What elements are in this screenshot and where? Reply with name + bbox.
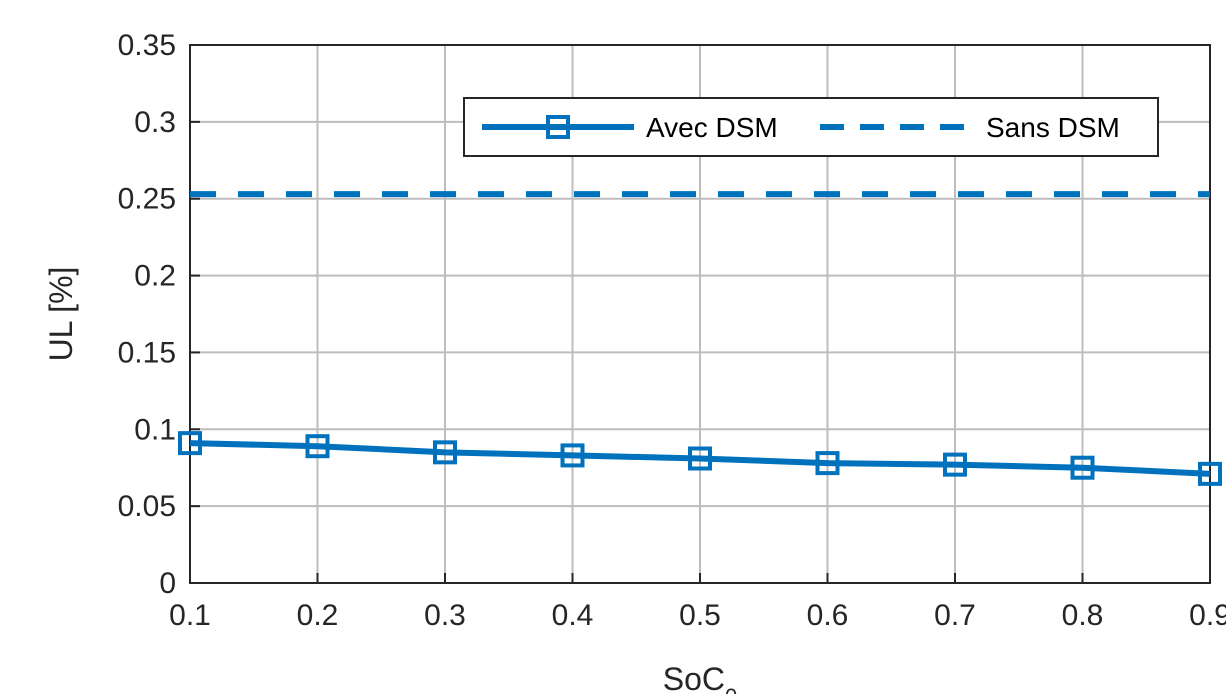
data-point-avec-dsm — [560, 443, 585, 468]
series-line-avec-dsm — [189, 440, 1211, 477]
x-tick-label: 0.9 — [1189, 599, 1226, 632]
y-tick-label: 0.3 — [134, 106, 176, 139]
y-tick-label: 0.25 — [118, 183, 176, 216]
x-tick-label: 0.2 — [297, 599, 339, 632]
y-tick-label: 0 — [159, 567, 176, 600]
y-axis: 0 0.05 0.1 0.15 0.2 0.25 0.3 0.35 — [118, 29, 200, 600]
data-point-avec-dsm — [433, 440, 457, 465]
series-layer — [178, 191, 1222, 486]
x-tick-label: 0.6 — [807, 599, 849, 632]
x-tick-label: 0.8 — [1062, 599, 1104, 632]
data-point-avec-dsm — [943, 452, 967, 477]
x-tick-label: 0.4 — [552, 599, 594, 632]
data-point-avec-dsm — [305, 434, 330, 459]
y-tick-label: 0.1 — [134, 413, 176, 446]
x-tick-label: 0.1 — [169, 599, 211, 632]
y-tick-label: 0.15 — [118, 336, 176, 369]
legend: Avec DSM Sans DSM — [463, 97, 1159, 157]
y-axis-label: UL [%] — [43, 267, 79, 362]
y-tick-label: 0.35 — [118, 29, 176, 62]
data-point-avec-dsm — [688, 446, 712, 471]
data-point-avec-dsm — [1198, 461, 1222, 486]
x-axis-label-subscript: 0 — [725, 684, 737, 694]
x-tick-label: 0.7 — [934, 599, 976, 632]
y-tick-label: 0.05 — [118, 490, 176, 523]
y-tick-label: 0.2 — [134, 260, 176, 293]
x-tick-label: 0.5 — [679, 599, 721, 632]
x-tick-label: 0.3 — [424, 599, 466, 632]
data-point-avec-dsm — [1070, 455, 1095, 480]
data-point-avec-dsm — [178, 431, 202, 456]
x-axis-label: SoC0 — [663, 661, 738, 694]
legend-label-sans-dsm: Sans DSM — [986, 112, 1120, 143]
legend-marker-avec-dsm — [546, 115, 570, 139]
data-point-avec-dsm — [815, 451, 840, 476]
legend-label-avec-dsm: Avec DSM — [646, 112, 778, 143]
x-axis: 0.1 0.2 0.3 0.4 0.5 0.6 0.7 0.8 0.9 — [169, 573, 1226, 632]
